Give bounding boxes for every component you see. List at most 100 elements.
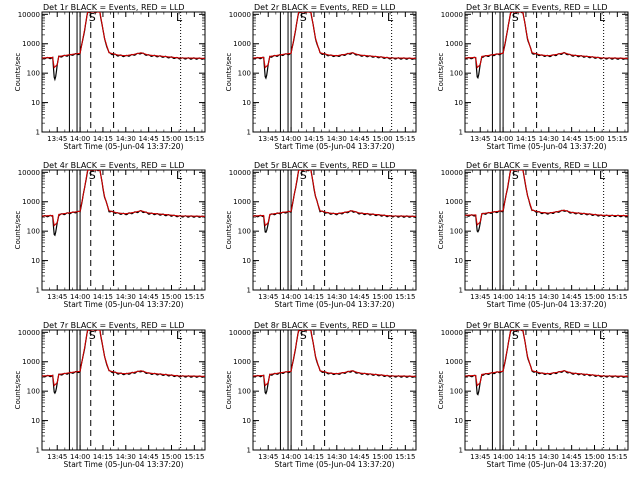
y-tick-label: 10: [31, 257, 40, 265]
data-series: [253, 330, 416, 395]
x-tick-label: 15:15: [184, 293, 204, 301]
lld-line: [42, 12, 205, 69]
x-tick-label: 13:45: [258, 135, 278, 143]
x-tick-label: 14:45: [139, 135, 159, 143]
panel-title: Det 3r BLACK = Events, RED = LLD: [466, 3, 608, 12]
x-tick-label: 15:15: [395, 453, 415, 461]
x-tick-label: 15:15: [395, 135, 415, 143]
y-tick-label: 10: [454, 417, 463, 425]
x-tick-label: 15:00: [584, 293, 604, 301]
x-tick-label: 14:30: [539, 135, 559, 143]
x-tick-label: 15:15: [395, 293, 415, 301]
marker-annotation: L: [599, 11, 606, 24]
x-tick-label: 14:00: [70, 135, 90, 143]
y-tick-label: 1: [247, 129, 251, 137]
y-tick-label: 100: [450, 228, 463, 236]
y-tick-label: 1: [247, 287, 251, 295]
panel-det-4: Det 4r BLACK = Events, RED = LLD 1 10 100 10…: [14, 161, 206, 309]
x-axis-label: Start Time (05-Jun-04 13:37:20): [64, 460, 184, 469]
y-tick-label: 100: [450, 388, 463, 396]
x-tick-label: 14:45: [350, 135, 370, 143]
data-series: [42, 12, 205, 82]
data-series: [253, 12, 416, 80]
lld-line: [42, 330, 205, 387]
plot-frame: [252, 329, 417, 451]
plot-frame: [464, 329, 629, 451]
y-axis-label: Counts/sec: [225, 53, 233, 92]
data-series: [253, 170, 416, 233]
panel-det-1: Det 1r BLACK = Events, RED = LLD 1 10 100 10…: [14, 3, 206, 151]
y-tick-label: 1000: [22, 198, 40, 206]
y-axis-label: Counts/sec: [14, 53, 22, 92]
marker-annotation: L: [176, 11, 183, 24]
x-tick-label: 15:15: [184, 135, 204, 143]
y-tick-label: 10000: [441, 169, 463, 177]
marker-annotation: S: [300, 329, 307, 342]
plot-frame: [464, 11, 629, 133]
y-tick-label: 1000: [22, 358, 40, 366]
y-tick-label: 10000: [18, 169, 40, 177]
x-tick-label: 14:30: [327, 293, 347, 301]
panel-title: Det 9r BLACK = Events, RED = LLD: [466, 321, 608, 330]
panel-det-7: Det 7r BLACK = Events, RED = LLD 1 10 100 10…: [14, 321, 206, 469]
panel-title: Det 2r BLACK = Events, RED = LLD: [254, 3, 396, 12]
y-tick-label: 1: [459, 129, 463, 137]
x-tick-label: 14:45: [562, 293, 582, 301]
panel-det-3: Det 3r BLACK = Events, RED = LLD 1 10 100 10…: [437, 3, 629, 151]
y-tick-label: 100: [238, 228, 251, 236]
x-tick-label: 15:00: [372, 293, 392, 301]
marker-annotation: L: [387, 169, 394, 182]
x-tick-label: 14:00: [493, 453, 513, 461]
x-tick-label: 14:15: [304, 293, 324, 301]
x-tick-label: 14:15: [304, 135, 324, 143]
x-axis-label: Start Time (05-Jun-04 13:37:20): [487, 142, 607, 151]
marker-annotation: S: [512, 169, 519, 182]
y-tick-label: 1000: [233, 40, 251, 48]
plot-frame: [41, 11, 206, 133]
panel-det-6: Det 6r BLACK = Events, RED = LLD 1 10 100 10…: [437, 161, 629, 309]
y-tick-label: 1: [459, 287, 463, 295]
x-tick-label: 14:00: [493, 293, 513, 301]
marker-annotation: S: [89, 11, 96, 24]
x-tick-label: 14:00: [493, 135, 513, 143]
x-tick-label: 15:15: [607, 293, 627, 301]
lld-line: [42, 170, 205, 227]
x-tick-label: 15:00: [584, 453, 604, 461]
x-tick-label: 14:00: [70, 293, 90, 301]
x-tick-label: 14:15: [304, 453, 324, 461]
panel-title: Det 4r BLACK = Events, RED = LLD: [43, 161, 185, 170]
x-axis-label: Start Time (05-Jun-04 13:37:20): [275, 142, 395, 151]
marker-annotation: S: [89, 329, 96, 342]
y-tick-label: 10000: [229, 11, 251, 19]
y-tick-label: 100: [27, 228, 40, 236]
y-tick-label: 1000: [445, 40, 463, 48]
x-tick-label: 15:15: [607, 135, 627, 143]
lld-line: [253, 12, 416, 69]
plot-frame: [41, 329, 206, 451]
plot-frame: [252, 11, 417, 133]
y-tick-label: 10: [242, 257, 251, 265]
x-tick-label: 14:45: [139, 293, 159, 301]
lld-line: [465, 12, 628, 69]
y-axis-label: Counts/sec: [225, 371, 233, 410]
x-tick-label: 14:15: [516, 293, 536, 301]
marker-annotation: L: [176, 169, 183, 182]
y-tick-label: 1000: [445, 358, 463, 366]
marker-annotation: L: [387, 329, 394, 342]
data-series: [42, 330, 205, 395]
panel-det-5: Det 5r BLACK = Events, RED = LLD 1 10 100 10…: [225, 161, 417, 309]
y-tick-label: 1000: [233, 358, 251, 366]
y-tick-label: 10000: [441, 11, 463, 19]
x-tick-label: 14:45: [562, 453, 582, 461]
x-tick-label: 14:45: [139, 453, 159, 461]
y-axis-label: Counts/sec: [14, 211, 22, 250]
y-tick-label: 1000: [445, 198, 463, 206]
x-axis-label: Start Time (05-Jun-04 13:37:20): [64, 142, 184, 151]
panel-title: Det 1r BLACK = Events, RED = LLD: [43, 3, 185, 12]
y-tick-label: 10: [242, 99, 251, 107]
marker-annotation: L: [176, 329, 183, 342]
panel-title: Det 5r BLACK = Events, RED = LLD: [254, 161, 396, 170]
x-tick-label: 13:45: [470, 135, 490, 143]
x-tick-label: 14:00: [281, 135, 301, 143]
x-tick-label: 14:30: [116, 293, 136, 301]
